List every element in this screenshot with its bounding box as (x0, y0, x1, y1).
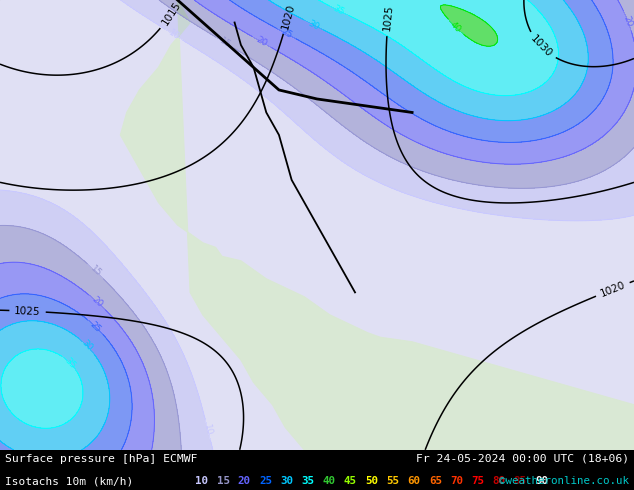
Text: 40: 40 (323, 476, 336, 486)
Text: 10: 10 (202, 423, 214, 437)
Text: 65: 65 (429, 476, 442, 486)
Text: 15: 15 (88, 264, 103, 278)
Text: 30: 30 (307, 18, 321, 31)
Text: Surface pressure [hPa] ECMWF: Surface pressure [hPa] ECMWF (5, 454, 198, 464)
Text: 1015: 1015 (160, 0, 183, 27)
Text: 50: 50 (365, 476, 378, 486)
Text: 1020: 1020 (280, 2, 297, 30)
Text: 90: 90 (535, 476, 548, 486)
Text: Fr 24-05-2024 00:00 UTC (18+06): Fr 24-05-2024 00:00 UTC (18+06) (416, 454, 629, 464)
Text: 1025: 1025 (382, 4, 395, 32)
Text: 75: 75 (472, 476, 484, 486)
Text: 1025: 1025 (14, 306, 41, 317)
Text: 25: 25 (259, 476, 272, 486)
Text: 35: 35 (302, 476, 314, 486)
Text: 20: 20 (621, 14, 634, 28)
Text: 25: 25 (88, 319, 103, 334)
Text: 10: 10 (167, 28, 181, 42)
Text: 30: 30 (80, 339, 94, 353)
Text: 80: 80 (493, 476, 506, 486)
Text: Isotachs 10m (km/h): Isotachs 10m (km/h) (5, 476, 133, 486)
Text: 20: 20 (238, 476, 251, 486)
Text: 85: 85 (514, 476, 527, 486)
Text: 60: 60 (408, 476, 421, 486)
Text: 20: 20 (90, 295, 105, 310)
Text: 35: 35 (332, 4, 346, 17)
Text: 30: 30 (280, 476, 294, 486)
Text: 15: 15 (217, 36, 232, 49)
Text: 35: 35 (63, 356, 77, 370)
Text: 55: 55 (386, 476, 399, 486)
Text: 15: 15 (217, 476, 230, 486)
Text: 45: 45 (344, 476, 357, 486)
Text: 25: 25 (279, 27, 294, 40)
Polygon shape (120, 0, 634, 450)
Text: 1020: 1020 (598, 280, 627, 299)
Text: 70: 70 (450, 476, 463, 486)
Text: ©weatheronline.co.uk: ©weatheronline.co.uk (499, 476, 629, 486)
Text: 40: 40 (448, 20, 463, 34)
Text: 10: 10 (195, 476, 209, 486)
Text: 1030: 1030 (529, 34, 554, 60)
Text: 20: 20 (255, 35, 269, 49)
